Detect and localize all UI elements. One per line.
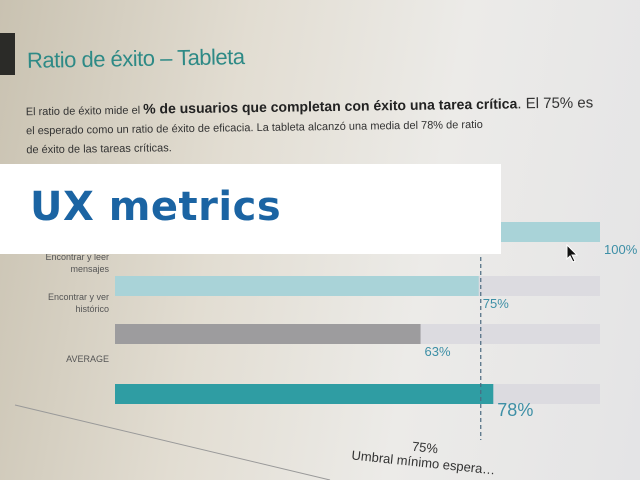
bar-value-label: 63%: [425, 344, 451, 359]
overlay-title: UX metrics: [30, 184, 282, 230]
category-label: AVERAGE: [66, 354, 109, 364]
category-label: mensajes: [70, 264, 109, 274]
bar-value-label: 78%: [497, 400, 533, 420]
success-rate-chart: 100% 75% Encontrar y leer mensajes 63% Encont…: [0, 200, 640, 480]
desc-line-2: el esperado como un ratio de éxito de ef…: [25, 118, 483, 138]
desc-text: El ratio de éxito mide el: [25, 104, 144, 119]
title-overlay: UX metrics: [0, 164, 501, 254]
bar-value-label: 100%: [604, 242, 638, 257]
desc-text-2: . El 75% es: [517, 94, 594, 113]
bar: [115, 384, 494, 404]
bar-value-label: 75%: [483, 296, 509, 311]
slide-tab-marker: [0, 33, 15, 75]
bar: [115, 276, 479, 296]
category-label: Encontrar y leer: [45, 252, 109, 262]
bar: [115, 324, 421, 344]
chart-svg: 100% 75% Encontrar y leer mensajes 63% Encont…: [14, 222, 638, 480]
footer-rule: [14, 404, 331, 480]
category-label: Encontrar y ver: [48, 292, 109, 302]
slide-title: Ratio de éxito – Tableta: [26, 44, 245, 73]
desc-line-3: de éxito de las tareas críticas.: [26, 142, 172, 157]
slide-description: El ratio de éxito mide el % de usuarios …: [26, 93, 639, 161]
desc-bold: % de usuarios que completan con éxito un…: [143, 95, 518, 117]
mouse-cursor-icon: [566, 244, 579, 263]
category-label: histórico: [75, 304, 109, 314]
